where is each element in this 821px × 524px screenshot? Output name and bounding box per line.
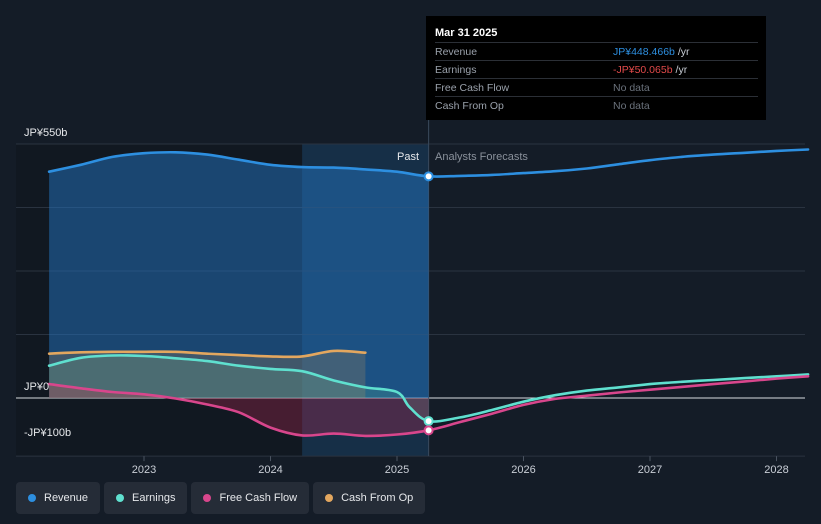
tooltip-label: Cash From Op <box>435 99 504 112</box>
tooltip-row-earnings: Earnings -JP¥50.065b /yr <box>435 60 758 78</box>
tooltip-row-free-cash-flow: Free Cash Flow No data <box>435 78 758 96</box>
chart-legend: Revenue Earnings Free Cash Flow Cash Fro… <box>16 482 426 514</box>
tooltip-label: Revenue <box>435 45 478 58</box>
legend-label: Free Cash Flow <box>219 492 298 504</box>
tooltip-row-cash-from-op: Cash From Op No data <box>435 96 758 114</box>
legend-label: Revenue <box>44 492 89 504</box>
axis-layer: JP¥550b JP¥0 -JP¥100b Past Analysts Fore… <box>24 127 528 439</box>
y-label-top: JP¥550b <box>24 127 67 139</box>
tooltip-unit: /yr <box>677 45 690 58</box>
legend-item-cash-from-op[interactable]: Cash From Op <box>313 482 426 514</box>
tooltip-label: Earnings <box>435 63 477 76</box>
tooltip-value: No data <box>613 99 650 112</box>
legend-item-free-cash-flow[interactable]: Free Cash Flow <box>191 482 310 514</box>
x-tick-label: 2023 <box>132 464 156 476</box>
tooltip-date: Mar 31 2025 <box>435 27 498 39</box>
legend-item-earnings[interactable]: Earnings <box>104 482 188 514</box>
legend-dot-icon <box>28 494 36 502</box>
highlight-point <box>423 171 434 182</box>
x-tick-layer: 2023 2024 2025 2026 2027 2028 <box>132 456 789 476</box>
legend-item-revenue[interactable]: Revenue <box>16 482 101 514</box>
tooltip-value: No data <box>613 81 650 94</box>
tooltip-row-revenue: Revenue JP¥448.466b /yr <box>435 42 758 60</box>
x-tick-label: 2027 <box>638 464 662 476</box>
legend-dot-icon <box>116 494 125 502</box>
x-tick-label: 2025 <box>385 464 409 476</box>
x-tick-label: 2028 <box>764 464 788 476</box>
tooltip-value: -JP¥50.065b <box>613 63 673 76</box>
legend-label: Earnings <box>132 492 176 504</box>
x-tick-label: 2024 <box>258 464 282 476</box>
area-layer <box>49 152 429 436</box>
series-line <box>47 349 367 359</box>
series-line <box>47 354 810 423</box>
series-area <box>49 384 429 436</box>
y-label-bottom: -JP¥100b <box>24 427 71 439</box>
highlight-point <box>423 416 434 427</box>
series-area <box>49 152 429 398</box>
y-label-zero: JP¥0 <box>24 381 49 393</box>
tooltip-value: JP¥448.466b <box>613 45 675 58</box>
legend-dot-icon <box>325 494 334 502</box>
highlight-point <box>423 425 434 436</box>
past-label: Past <box>397 151 419 163</box>
x-tick-label: 2026 <box>511 464 535 476</box>
legend-label: Cash From Op <box>341 492 414 504</box>
series-area <box>49 350 366 398</box>
forecast-label: Analysts Forecasts <box>435 151 528 163</box>
tooltip-unit: /yr <box>675 63 688 76</box>
legend-dot-icon <box>203 494 212 502</box>
series-area <box>49 355 429 422</box>
marker-layer <box>423 171 434 436</box>
hover-tooltip: Mar 31 2025 Revenue JP¥448.466b /yr Earn… <box>426 16 766 120</box>
tooltip-label: Free Cash Flow <box>435 81 510 94</box>
